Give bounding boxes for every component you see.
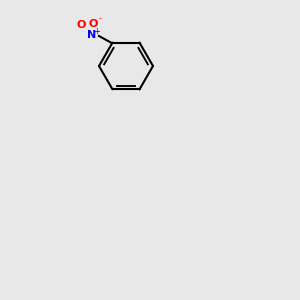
Text: O: O — [88, 19, 98, 29]
Text: +: + — [93, 28, 100, 37]
Text: N: N — [87, 29, 96, 40]
Text: -: - — [99, 14, 102, 23]
Text: O: O — [76, 20, 86, 31]
